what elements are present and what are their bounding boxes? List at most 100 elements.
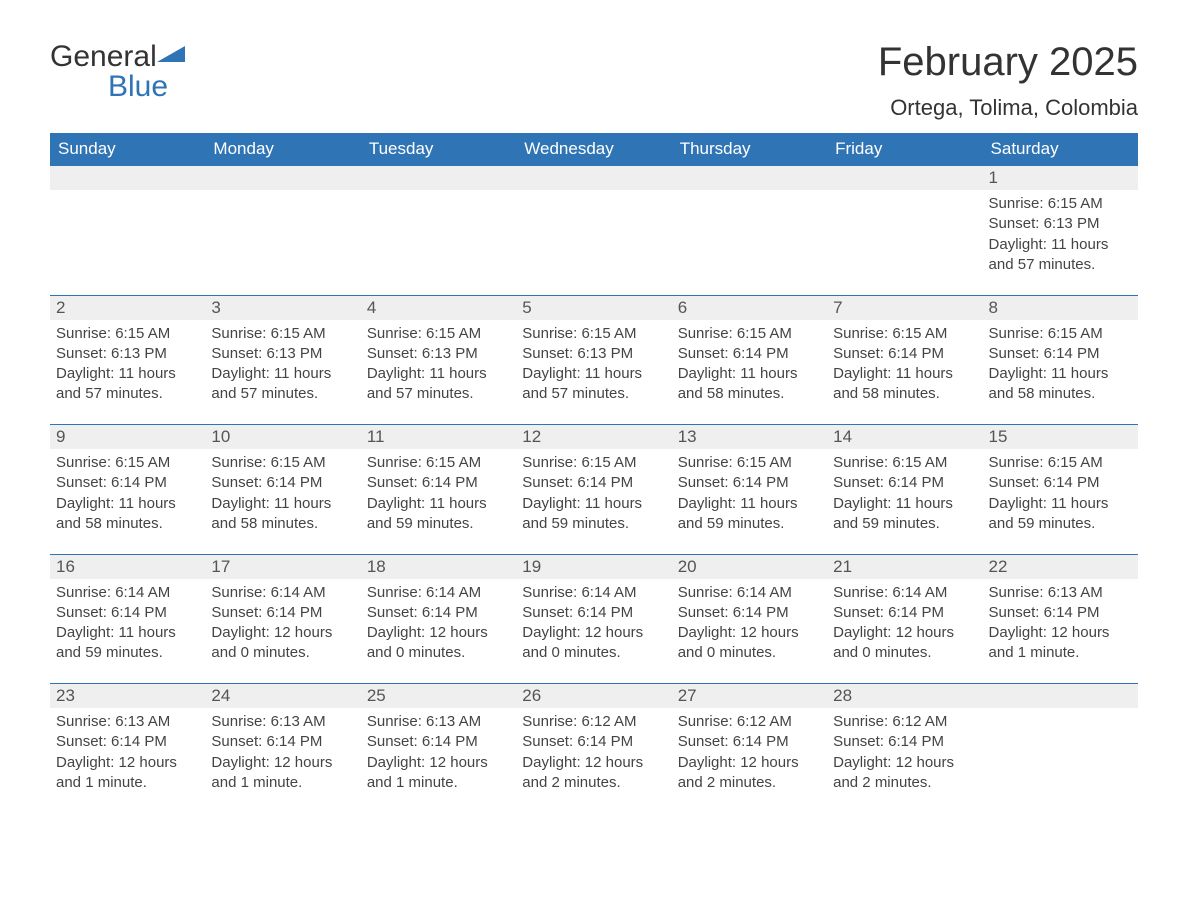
sunrise-value: 6:14 AM: [426, 584, 481, 601]
daylight-label: Daylight:: [678, 495, 741, 512]
weekday-header: Thursday: [672, 133, 827, 166]
sunrise-value: 6:15 AM: [1048, 325, 1103, 342]
sunset-label: Sunset:: [211, 604, 266, 621]
day-number-cell: 10: [205, 425, 360, 450]
day-number-cell: [983, 684, 1138, 709]
day-info-cell: Sunrise: 6:15 AMSunset: 6:14 PMDaylight:…: [205, 449, 360, 554]
info-row: Sunrise: 6:15 AM Sunset: 6:14 PM Daylight:…: [50, 449, 1138, 554]
day-number-cell: 12: [516, 425, 671, 450]
info-row: Sunrise: 6:15 AMSunset: 6:13 PMDaylight:…: [50, 190, 1138, 295]
sunrise-label: Sunrise:: [56, 454, 115, 471]
day-info-cell: Sunrise: 6:12 AMSunset: 6:14 PMDaylight:…: [516, 708, 671, 813]
day-number-cell: 23: [50, 684, 205, 709]
day-info-cell: [827, 190, 982, 295]
sunrise-label: Sunrise:: [989, 584, 1048, 601]
day-info-cell: [516, 190, 671, 295]
sunrise-label: Sunrise:: [211, 454, 270, 471]
daynum-row: 232425262728: [50, 684, 1138, 709]
sunset-value: 6:14 PM: [1044, 604, 1100, 621]
sunrise-value: 6:14 AM: [737, 584, 792, 601]
sunrise-label: Sunrise:: [989, 195, 1048, 212]
daylight-label: Daylight:: [56, 754, 119, 771]
sunrise-label: Sunrise:: [678, 454, 737, 471]
sunrise-label: Sunrise:: [56, 325, 115, 342]
sunrise-label: Sunrise:: [833, 713, 892, 730]
sunset-label: Sunset:: [56, 604, 111, 621]
daylight-label: Daylight:: [678, 365, 741, 382]
daylight-label: Daylight:: [833, 624, 896, 641]
sunrise-label: Sunrise:: [678, 713, 737, 730]
sunrise-label: Sunrise:: [56, 584, 115, 601]
sunset-value: 6:14 PM: [422, 733, 478, 750]
sunset-value: 6:14 PM: [888, 345, 944, 362]
day-info-cell: Sunrise: 6:14 AMSunset: 6:14 PMDaylight:…: [361, 579, 516, 684]
header: General Blue February 2025 Ortega, Tolim…: [50, 40, 1138, 121]
sunrise-value: 6:15 AM: [115, 325, 170, 342]
day-number-cell: [672, 166, 827, 191]
daylight-label: Daylight:: [522, 495, 585, 512]
sunrise-label: Sunrise:: [522, 454, 581, 471]
daylight-label: Daylight:: [367, 495, 430, 512]
day-info-cell: Sunrise: 6:15 AMSunset: 6:13 PMDaylight:…: [205, 320, 360, 425]
sunset-value: 6:14 PM: [888, 474, 944, 491]
sunset-value: 6:13 PM: [577, 345, 633, 362]
sunset-value: 6:14 PM: [733, 604, 789, 621]
day-info-cell: Sunrise: 6:15 AMSunset: 6:14 PMDaylight:…: [516, 449, 671, 554]
day-info-cell: [205, 190, 360, 295]
sunrise-value: 6:14 AM: [892, 584, 947, 601]
sunrise-label: Sunrise:: [367, 454, 426, 471]
day-info-cell: Sunrise: 6:15 AMSunset: 6:14 PMDaylight:…: [827, 449, 982, 554]
day-number-cell: 1: [983, 166, 1138, 191]
daylight-label: Daylight:: [211, 365, 274, 382]
page-title: February 2025: [878, 40, 1138, 85]
sunset-value: 6:14 PM: [577, 604, 633, 621]
sunset-value: 6:14 PM: [733, 733, 789, 750]
sunrise-value: 6:13 AM: [1048, 584, 1103, 601]
sunset-label: Sunset:: [367, 474, 422, 491]
sunset-label: Sunset:: [211, 474, 266, 491]
calendar-table: SundayMondayTuesdayWednesdayThursdayFrid…: [50, 133, 1138, 813]
location-subtitle: Ortega, Tolima, Colombia: [878, 95, 1138, 121]
sunset-label: Sunset:: [989, 215, 1044, 232]
sunset-label: Sunset:: [211, 345, 266, 362]
day-number-cell: 20: [672, 554, 827, 579]
day-number-cell: 3: [205, 295, 360, 320]
day-info-cell: Sunrise: 6:15 AMSunset: 6:14 PMDaylight:…: [361, 449, 516, 554]
day-number-cell: 7: [827, 295, 982, 320]
daylight-label: Daylight:: [522, 754, 585, 771]
day-number-cell: [205, 166, 360, 191]
sunrise-label: Sunrise:: [989, 454, 1048, 471]
sunset-value: 6:14 PM: [266, 604, 322, 621]
day-number-cell: 19: [516, 554, 671, 579]
day-number-cell: 11: [361, 425, 516, 450]
sunset-value: 6:14 PM: [888, 733, 944, 750]
day-info-cell: [983, 708, 1138, 813]
sunrise-value: 6:15 AM: [271, 325, 326, 342]
day-number-cell: 17: [205, 554, 360, 579]
weekday-header: Tuesday: [361, 133, 516, 166]
sunrise-label: Sunrise:: [833, 454, 892, 471]
daylight-label: Daylight:: [833, 365, 896, 382]
daylight-label: Daylight:: [678, 624, 741, 641]
daylight-label: Daylight:: [56, 365, 119, 382]
daylight-label: Daylight:: [522, 624, 585, 641]
day-number-cell: 14: [827, 425, 982, 450]
sunrise-value: 6:15 AM: [581, 454, 636, 471]
sunset-label: Sunset:: [367, 733, 422, 750]
sunrise-value: 6:14 AM: [115, 584, 170, 601]
day-info-cell: Sunrise: 6:15 AMSunset: 6:14 PMDaylight:…: [50, 449, 205, 554]
sunset-value: 6:14 PM: [888, 604, 944, 621]
day-info-cell: Sunrise: 6:15 AMSunset: 6:13 PMDaylight:…: [361, 320, 516, 425]
sunrise-label: Sunrise:: [678, 325, 737, 342]
sunset-value: 6:13 PM: [422, 345, 478, 362]
sunrise-value: 6:14 AM: [581, 584, 636, 601]
day-info-cell: [50, 190, 205, 295]
day-info-cell: [361, 190, 516, 295]
sunset-value: 6:14 PM: [111, 733, 167, 750]
sunrise-value: 6:15 AM: [737, 325, 792, 342]
sunrise-value: 6:15 AM: [1048, 195, 1103, 212]
daynum-row: 9101112131415: [50, 425, 1138, 450]
daylight-label: Daylight:: [522, 365, 585, 382]
day-info-cell: [672, 190, 827, 295]
sunset-label: Sunset:: [678, 733, 733, 750]
